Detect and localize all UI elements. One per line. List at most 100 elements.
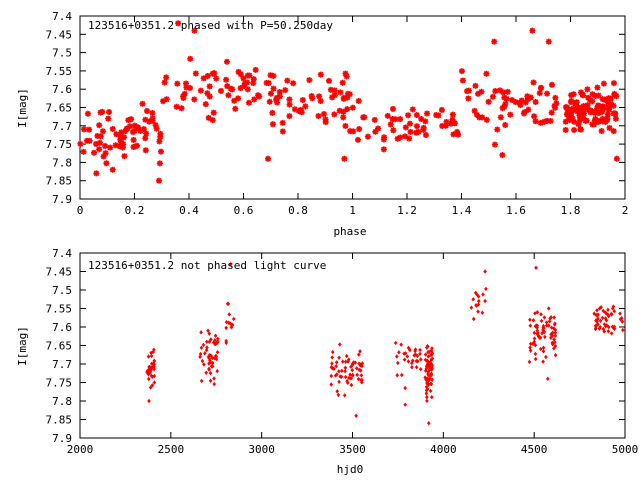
unphased-data-point (595, 308, 599, 313)
unphased-data-point (553, 353, 558, 358)
unphased-data-point (606, 307, 610, 312)
phased-x-tick-label: 1.6 (506, 204, 526, 217)
phased-data-point (390, 127, 397, 134)
phased-data-point (80, 148, 87, 155)
unphased-data-point (544, 354, 548, 360)
phased-data-point (500, 89, 507, 96)
unphased-data-point (146, 376, 151, 382)
phased-data-point (337, 89, 344, 96)
phased-data-point (200, 75, 207, 82)
phased-data-point (131, 127, 138, 134)
unphased-data-point (414, 358, 419, 364)
phased-data-point (418, 116, 425, 123)
phased-data-point (449, 116, 456, 123)
phased-data-point (183, 84, 190, 91)
phased-data-point (266, 98, 273, 105)
phased-data-point (458, 68, 465, 75)
unphased-data-point (552, 346, 556, 351)
phased-data-point (109, 166, 116, 173)
unphased-data-point (207, 331, 212, 336)
unphased-data-point (553, 343, 558, 349)
unphased-data-point (149, 373, 154, 379)
phased-y-tick-label: 7.9 (52, 193, 72, 206)
unphased-y-tick-label: 7.45 (46, 266, 73, 279)
unphased-y-tick-label: 7.4 (52, 247, 72, 260)
phased-data-point (530, 79, 537, 86)
phased-data-point (532, 99, 539, 106)
phased-data-point (613, 155, 620, 162)
phased-data-point (553, 100, 560, 107)
unphased-data-point (211, 340, 216, 345)
phased-data-point (394, 135, 401, 142)
phased-data-point (589, 98, 596, 105)
unphased-data-point (533, 311, 537, 316)
unphased-data-point (203, 351, 207, 356)
unphased-data-point (543, 334, 547, 340)
unphased-data-point (402, 351, 406, 356)
phased-data-point (548, 81, 555, 88)
phased-data-point (610, 110, 617, 117)
phased-data-point (267, 90, 274, 97)
phased-data-point (322, 116, 329, 123)
unphased-data-point (224, 325, 228, 331)
unphased-data-point (484, 286, 488, 292)
unphased-data-point (425, 398, 429, 404)
phased-data-point (206, 93, 213, 100)
unphased-x-tick-label: 3000 (248, 443, 275, 456)
unphased-data-point (350, 362, 355, 367)
phased-data-point (232, 105, 239, 112)
unphased-data-point (198, 354, 202, 359)
phased-data-point (160, 98, 167, 105)
phased-data-point (610, 80, 617, 87)
phased-data-point (130, 136, 137, 143)
phased-data-point (387, 121, 394, 128)
unphased-data-point (357, 367, 362, 373)
unphased-data-point (598, 324, 602, 330)
phased-data-point (544, 90, 551, 97)
phased-data-point (562, 104, 569, 111)
phased-data-point (244, 72, 251, 79)
unphased-data-point (528, 345, 532, 350)
unphased-data-point (595, 319, 599, 324)
unphased-data-point (541, 359, 545, 364)
phased-data-point (340, 114, 347, 121)
phased-data-point (491, 141, 498, 148)
unphased-data-point (469, 305, 474, 310)
phased-data-point (476, 114, 483, 121)
phased-data-point (202, 101, 209, 108)
unphased-data-point (528, 341, 533, 346)
phased-data-point (344, 106, 351, 113)
unphased-data-point (609, 331, 614, 336)
unphased-data-point (528, 317, 532, 323)
unphased-data-point (152, 367, 156, 372)
unphased-data-point (207, 366, 211, 371)
phased-data-point (191, 96, 198, 103)
phased-data-point (306, 77, 313, 84)
unphased-data-point (408, 347, 412, 353)
unphased-plot-frame (79, 252, 626, 439)
unphased-y-tick-label: 7.65 (46, 340, 73, 353)
phased-data-point (600, 80, 607, 87)
unphased-data-point (621, 327, 625, 333)
unphased-data-point (215, 350, 220, 355)
phased-data-point (317, 71, 324, 78)
unphased-data-point (202, 362, 206, 367)
unphased-y-tick-label: 7.55 (46, 303, 73, 316)
unphased-data-point (606, 312, 610, 317)
unphased-axis-ticks: 2000 2500 3000 3500 4000 4500 5000 7.4 7.45 7.5 7.… (46, 247, 639, 456)
unphased-data-point (347, 375, 351, 381)
phased-data-point (443, 118, 450, 125)
phased-data-point (284, 77, 291, 84)
unphased-data-point (406, 359, 411, 364)
phased-data-point (113, 131, 120, 138)
phased-data-point (607, 95, 614, 102)
phased-data-point (605, 106, 612, 113)
phased-data-point (604, 116, 611, 123)
phased-data-point (478, 88, 485, 95)
unphased-data-point (418, 351, 422, 357)
phased-data-point (489, 93, 496, 100)
unphased-data-point (429, 394, 434, 400)
unphased-data-point (428, 388, 433, 394)
phased-data-point (299, 97, 306, 104)
unphased-x-tick-label: 2000 (67, 443, 94, 456)
